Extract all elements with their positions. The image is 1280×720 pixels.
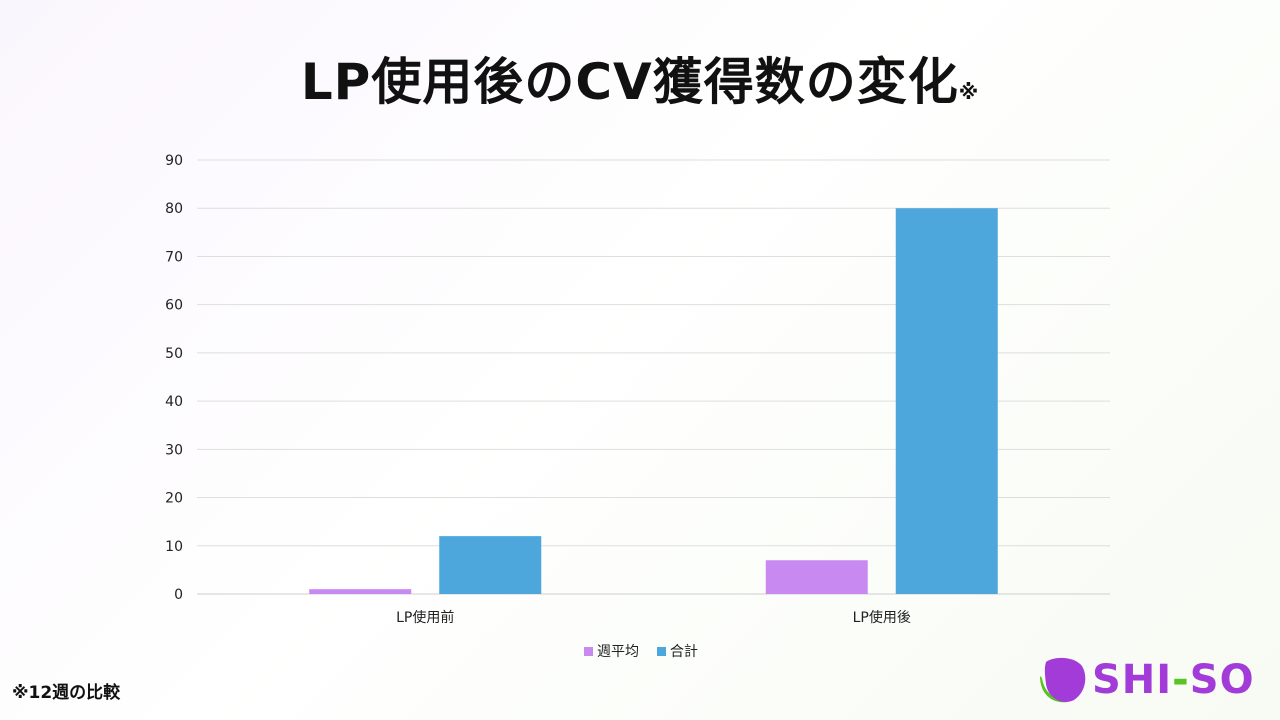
legend-swatch [584, 647, 593, 656]
y-tick-label: 60 [165, 298, 183, 314]
shi-so-logo: SHI-SO [1034, 650, 1264, 710]
chart-title-text: LP使用後のCV獲得数の変化 [300, 53, 959, 111]
x-category-label: LP使用後 [853, 609, 911, 626]
footnote: ※12週の比較 [12, 683, 121, 703]
bar-weekly-avg [765, 560, 868, 594]
y-tick-label: 40 [165, 394, 183, 410]
y-tick-label: 0 [174, 587, 183, 603]
y-tick-label: 90 [165, 153, 183, 169]
bar-total [895, 208, 998, 594]
y-tick-label: 10 [165, 539, 183, 555]
bar-total [439, 536, 542, 594]
y-tick-label: 20 [165, 491, 183, 507]
x-category-label: LP使用前 [396, 609, 454, 626]
y-tick-label: 50 [165, 346, 183, 362]
y-tick-label: 70 [165, 249, 183, 265]
chart-title: LP使用後のCV獲得数の変化※ [0, 50, 1280, 124]
y-tick-label: 80 [165, 201, 183, 217]
logo-text-dash: - [1172, 657, 1190, 703]
legend-label: 週平均 [597, 644, 639, 660]
bar-weekly-avg [309, 589, 412, 594]
logo-text-so: SO [1189, 657, 1255, 703]
legend-swatch [657, 647, 666, 656]
leaf-logo-icon [1040, 657, 1086, 703]
logo-text-shi: SHI [1092, 657, 1173, 703]
y-tick-label: 30 [165, 442, 183, 458]
logo-wordmark: SHI-SO [1092, 657, 1255, 703]
title-note-mark: ※ [958, 80, 980, 104]
legend-label: 合計 [670, 644, 698, 660]
